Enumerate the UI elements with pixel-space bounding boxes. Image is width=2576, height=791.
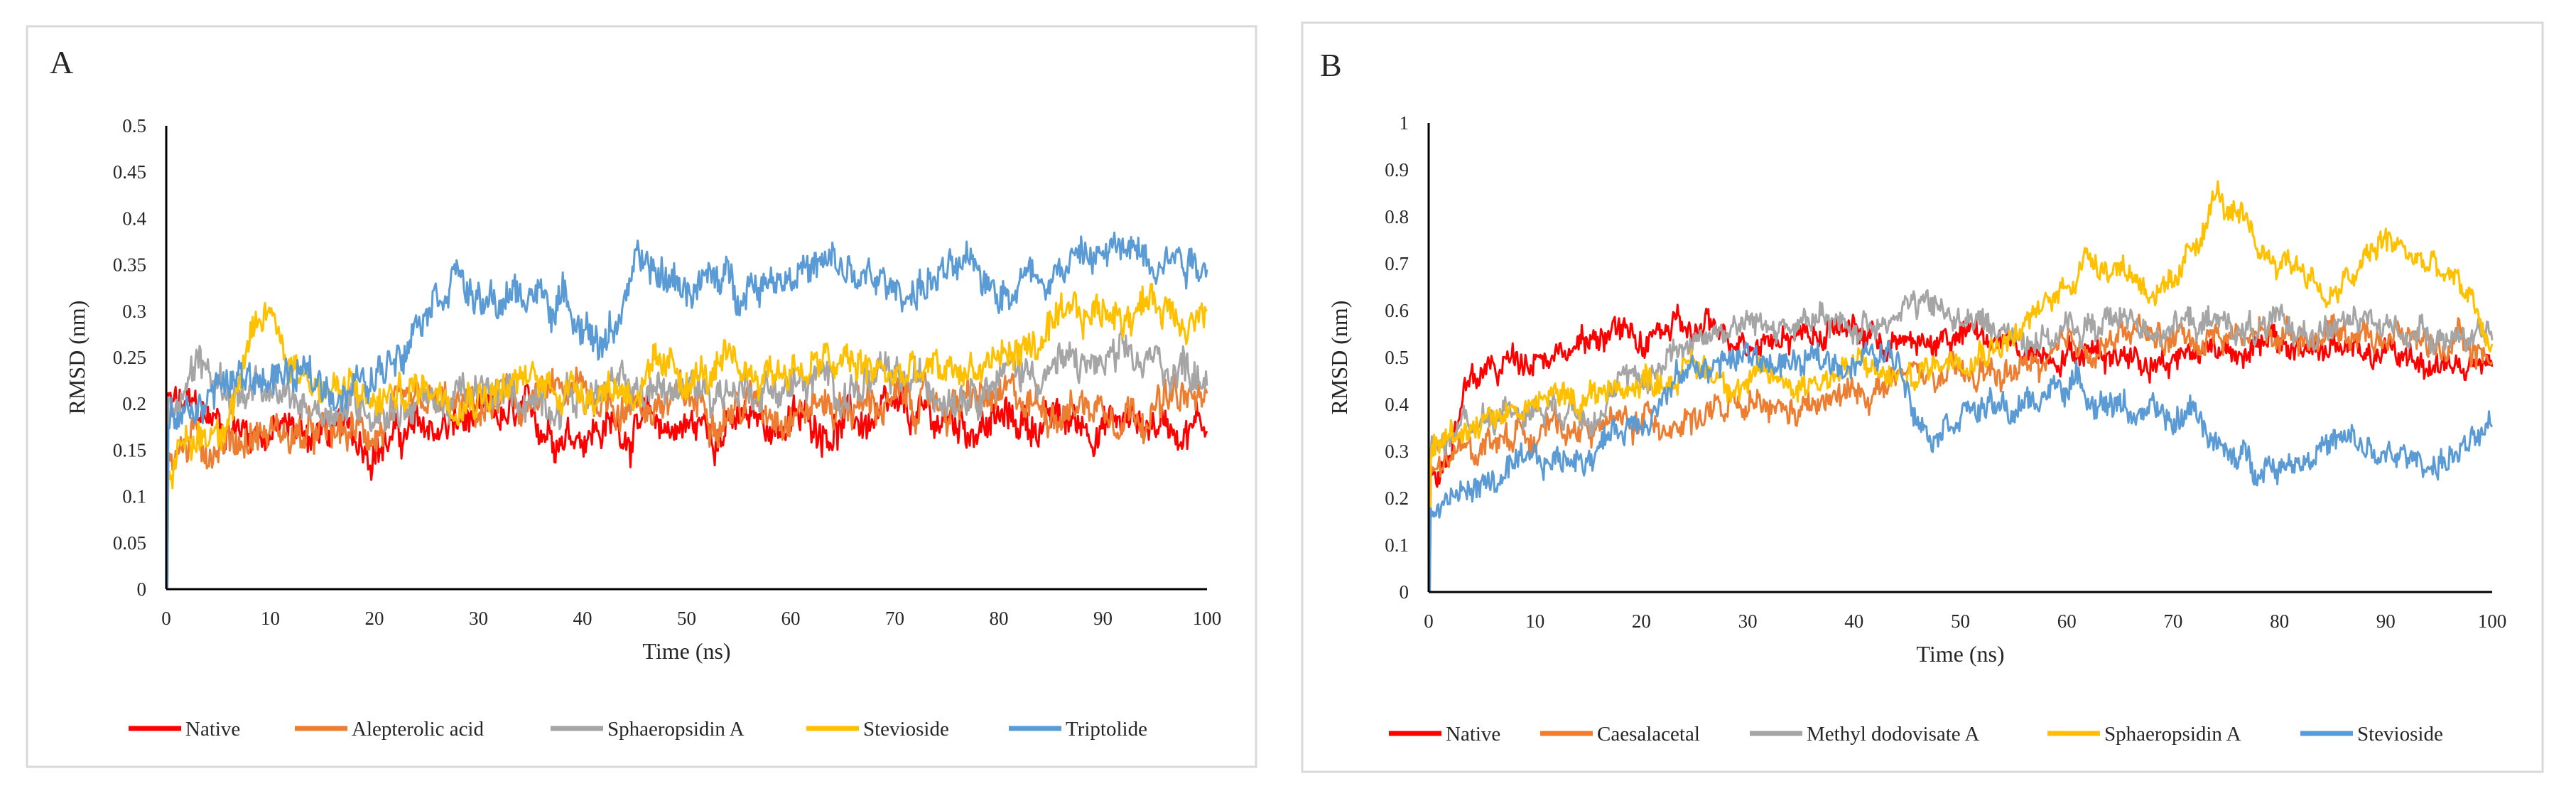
y-tick-label: 0.1 [1385, 534, 1409, 556]
y-tick-label: 0.2 [122, 393, 146, 414]
y-tick-label: 1 [1400, 112, 1409, 134]
y-tick-label: 0 [1400, 581, 1409, 603]
x-tick-label: 30 [1738, 610, 1758, 632]
y-tick-label: 0.3 [1385, 441, 1409, 462]
x-tick-label: 80 [2270, 610, 2289, 632]
y-tick-label: 0.2 [1385, 488, 1409, 509]
legend-item: Native [129, 718, 240, 741]
y-tick-label: 0.45 [113, 161, 146, 183]
y-tick-label: 0.4 [1385, 394, 1409, 415]
x-axis-title: Time (ns) [642, 638, 730, 664]
x-tick-label: 90 [1093, 608, 1113, 629]
y-tick-label: 0.15 [113, 439, 146, 461]
x-axis-title: Time (ns) [1916, 641, 2004, 667]
legend-label: Caesalacetal [1597, 723, 1700, 746]
x-tick-label: 0 [1424, 610, 1434, 632]
x-tick-label: 50 [1951, 610, 1970, 632]
legend: Native Caesalacetal Methyl dodovisate A Sph… [1389, 723, 2443, 746]
y-axis-title: RMSD (nm) [1326, 301, 1352, 415]
x-tick-label: 10 [1525, 610, 1544, 632]
series-line-sphaeropsidin-a [1429, 180, 2494, 593]
chart-panel-a: A 0 0.05 0.1 0.15 0.2 0.25 0.3 0.35 0.4 0.45 0.5 0 10… [26, 25, 1257, 768]
x-tick-label: 20 [365, 608, 384, 629]
legend-label: Native [185, 718, 240, 741]
x-tick-label: 0 [161, 608, 171, 629]
x-tick-label: 40 [1844, 610, 1863, 632]
y-tick-label: 0.5 [1385, 347, 1409, 368]
y-tick-label: 0.9 [1385, 159, 1409, 181]
chart-panel-b: B00.10.20.30.40.50.60.70.80.910 10 20 30 40 5… [1301, 21, 2544, 773]
series-line-methyl-dodovisate-a [1429, 289, 2494, 593]
y-tick-label: 0.3 [122, 301, 146, 322]
y-tick-label: 0.5 [122, 115, 146, 136]
legend-label: Sphaeropsidin A [607, 718, 745, 741]
legend-label: Native [1446, 723, 1500, 746]
x-tick-label: 10 [261, 608, 280, 629]
y-tick-label: 0.25 [113, 347, 146, 368]
x-tick-label: 40 [573, 608, 592, 629]
x-tick-label: 50 [677, 608, 696, 629]
y-tick-label: 0.05 [113, 532, 146, 554]
legend-label: Alepterolic acid [352, 718, 484, 741]
legend-item: Triptolide [1009, 718, 1147, 741]
legend-label: Triptolide [1066, 718, 1147, 741]
panel-label: B [1320, 47, 1342, 83]
y-tick-label: 0.35 [113, 254, 146, 276]
series-line-triptolide [166, 231, 1208, 591]
y-tick-label: 0.8 [1385, 206, 1409, 227]
legend-item: Native [1389, 723, 1500, 746]
x-tick-label: 60 [2057, 610, 2077, 632]
panel-frame [1301, 21, 2544, 773]
series-line-stevioside [1429, 340, 2494, 593]
x-tick-label: 20 [1632, 610, 1651, 632]
x-tick-label: 60 [781, 608, 801, 629]
legend-item: Alepterolic acid [295, 718, 484, 741]
x-tick-label: 70 [885, 608, 904, 629]
legend-label: Stevioside [863, 718, 949, 741]
legend-item: Sphaeropsidin A [551, 718, 745, 741]
y-axis-title: RMSD (nm) [64, 301, 90, 415]
legend-label: Sphaeropsidin A [2104, 723, 2241, 746]
legend-label: Methyl dodovisate A [1807, 723, 1979, 746]
legend-item: Sphaeropsidin A [2047, 723, 2241, 746]
x-tick-label: 80 [990, 608, 1009, 629]
x-tick-label: 100 [1193, 608, 1222, 629]
x-tick-label: 70 [2163, 610, 2182, 632]
legend-item: Caesalacetal [1540, 723, 1700, 746]
x-tick-label: 90 [2376, 610, 2396, 632]
y-tick-label: 0.4 [122, 208, 146, 229]
legend-item: Methyl dodovisate A [1750, 723, 1979, 746]
x-tick-label: 100 [2478, 610, 2507, 632]
legend-item: Stevioside [2300, 723, 2443, 746]
panel-label: A [50, 44, 73, 80]
x-tick-label: 30 [469, 608, 488, 629]
y-tick-label: 0.6 [1385, 300, 1409, 321]
y-tick-label: 0 [137, 579, 147, 600]
legend-item: Stevioside [806, 718, 949, 741]
series-line-stevioside [166, 282, 1208, 591]
legend-label: Stevioside [2357, 723, 2443, 746]
y-tick-label: 0.1 [122, 486, 146, 507]
y-tick-label: 0.7 [1385, 253, 1409, 274]
legend: Native Alepterolic acid Sphaeropsidin A Ste… [129, 718, 1147, 741]
